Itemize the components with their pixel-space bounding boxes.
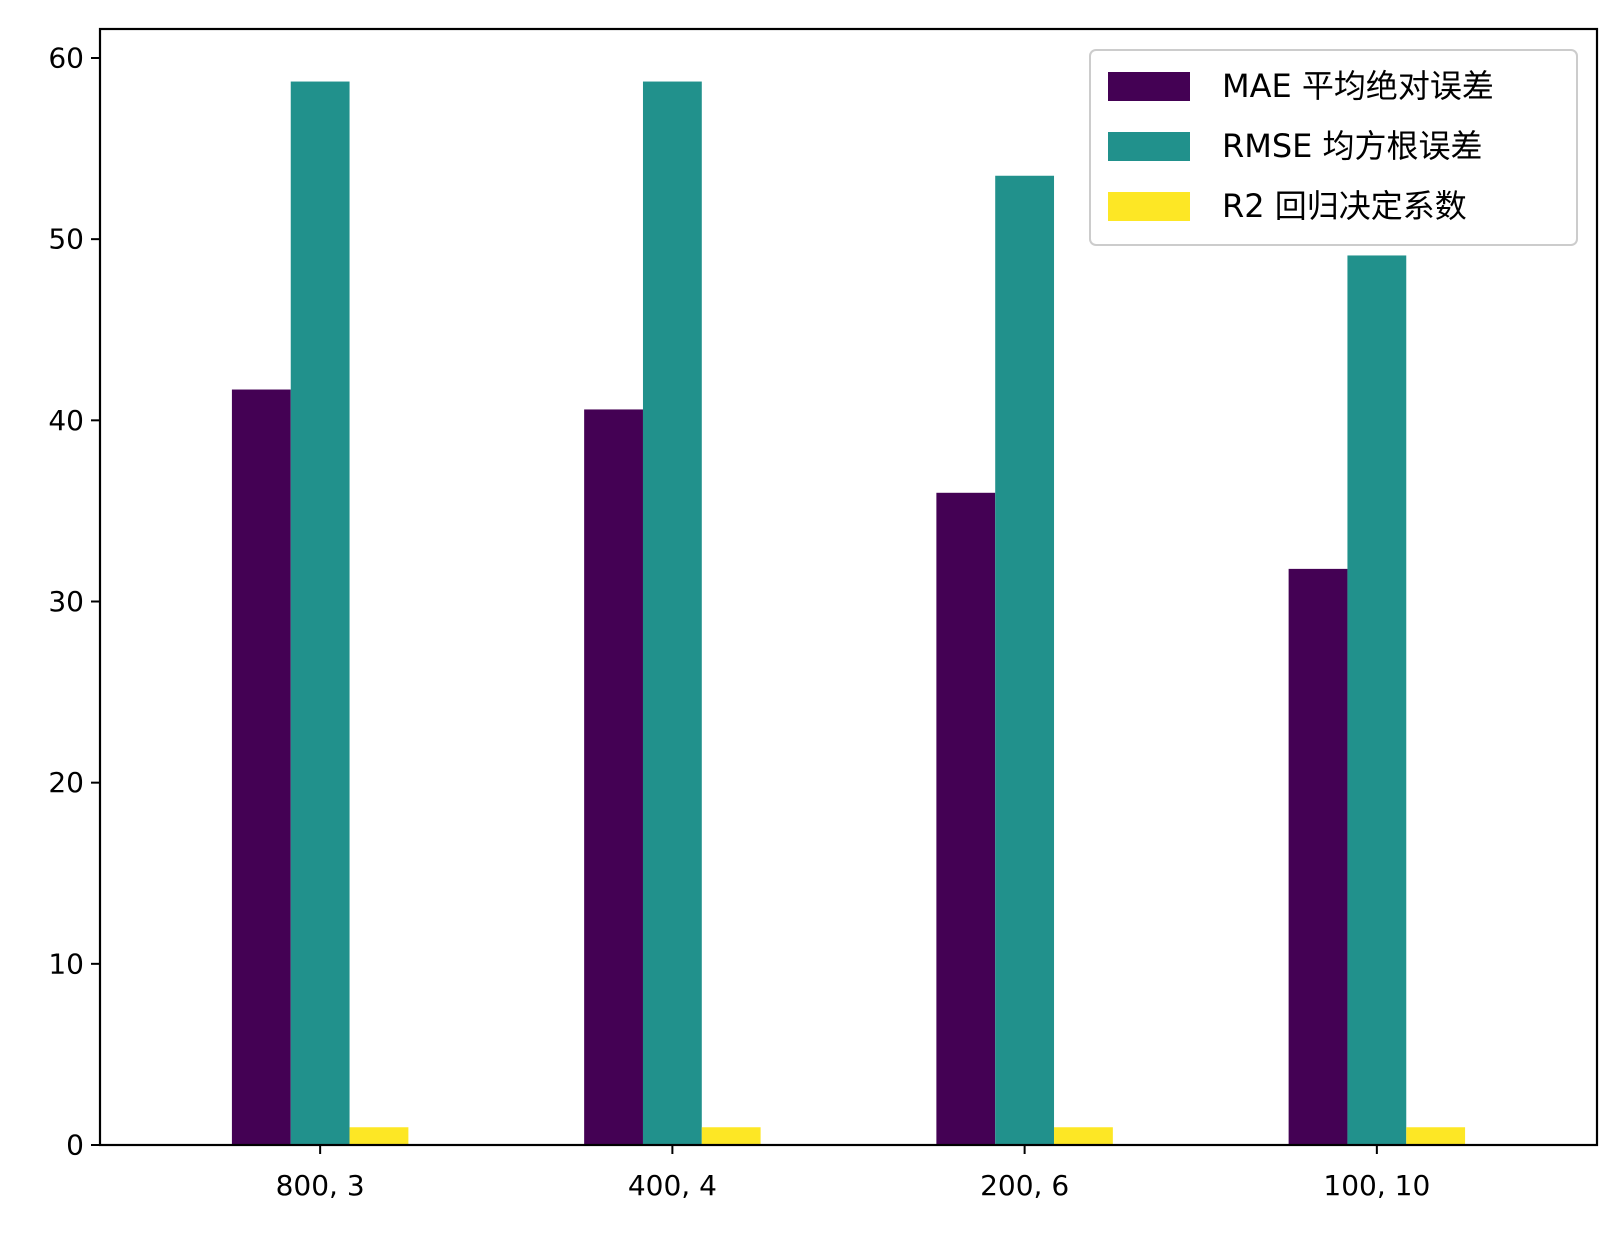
bar-2-2 (642, 81, 702, 1145)
x-tick-label: 100, 10 (1323, 1169, 1430, 1202)
plot-frame (98, 27, 1599, 1147)
bar-2-3 (995, 175, 1055, 1145)
legend: MAE 平均绝对误差 RMSE 均方根误差 R2 回归决定系数 (1089, 49, 1578, 246)
bar-2-4 (1347, 255, 1407, 1145)
bars-layer (231, 81, 1466, 1145)
bar-1-1 (231, 389, 291, 1145)
y-tick-label: 10 (48, 947, 84, 980)
legend-label-1: MAE 平均绝对误差 (1222, 67, 1494, 105)
axes-layer: 0 10 20 30 40 50 60 800, 3 400, 4 200, 6 100, 10 (48, 41, 1430, 1202)
bar-3-4 (1406, 1127, 1466, 1145)
x-tick-label: 800, 3 (276, 1169, 365, 1202)
bar-3-2 (701, 1127, 761, 1145)
x-tick-label: 400, 4 (628, 1169, 717, 1202)
legend-swatch-3 (1108, 192, 1190, 221)
legend-swatch-1 (1108, 72, 1190, 101)
bar-1-4 (1288, 568, 1348, 1145)
y-tick-label: 20 (48, 766, 84, 799)
bar-2-1 (290, 81, 350, 1145)
legend-label-2: RMSE 均方根误差 (1222, 127, 1483, 165)
y-tick-label: 30 (48, 585, 84, 618)
legend-swatch-2 (1108, 132, 1190, 161)
legend-label-3: R2 回归决定系数 (1222, 187, 1467, 225)
y-tick-label: 0 (66, 1129, 84, 1162)
bar-1-3 (936, 492, 996, 1145)
bar-3-1 (349, 1127, 409, 1145)
legend-box (1089, 49, 1578, 246)
y-tick-label: 60 (48, 41, 84, 74)
x-tick-label: 200, 6 (980, 1169, 1069, 1202)
y-tick-label: 50 (48, 223, 84, 256)
bar-1-2 (584, 409, 643, 1145)
y-tick-label: 40 (48, 404, 84, 437)
bar-3-3 (1054, 1127, 1113, 1145)
